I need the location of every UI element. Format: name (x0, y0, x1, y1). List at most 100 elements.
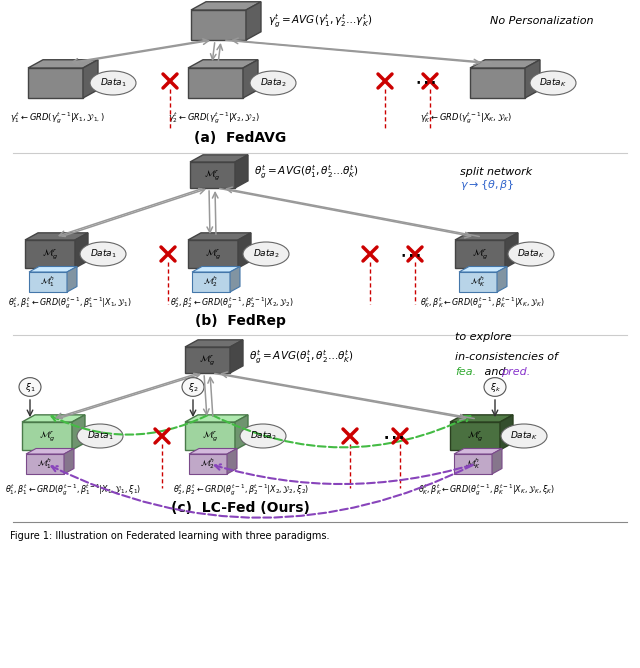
Polygon shape (470, 68, 525, 98)
Ellipse shape (182, 377, 204, 396)
Ellipse shape (90, 71, 136, 95)
Text: $\mathcal{M}_g^r$: $\mathcal{M}_g^r$ (204, 168, 221, 182)
Polygon shape (450, 422, 500, 450)
Text: $\mathcal{M}_K^h$: $\mathcal{M}_K^h$ (470, 275, 486, 289)
Text: fea.: fea. (455, 367, 476, 377)
Polygon shape (190, 162, 235, 188)
Ellipse shape (19, 377, 41, 396)
Polygon shape (75, 233, 88, 268)
Text: $\mathcal{M}_g^r$: $\mathcal{M}_g^r$ (472, 246, 488, 261)
Polygon shape (185, 347, 230, 373)
Polygon shape (189, 454, 227, 474)
Text: $\mathcal{M}_2^h$: $\mathcal{M}_2^h$ (200, 456, 216, 472)
Text: $\gamma_2^t \leftarrow GRD(\gamma_g^{t-1}|X_2, \mathcal{Y}_2)$: $\gamma_2^t \leftarrow GRD(\gamma_g^{t-1… (168, 110, 260, 126)
Text: (a)  FedAVG: (a) FedAVG (194, 131, 286, 145)
Polygon shape (28, 59, 98, 68)
Text: $Data_2$: $Data_2$ (260, 77, 287, 90)
Text: $\xi_1$: $\xi_1$ (25, 381, 35, 393)
Text: $\gamma_g^t = AVG(\gamma_1^t, \gamma_2^t\ldots\gamma_K^t)$: $\gamma_g^t = AVG(\gamma_1^t, \gamma_2^t… (268, 12, 372, 29)
Ellipse shape (501, 424, 547, 448)
Polygon shape (188, 68, 243, 98)
Ellipse shape (484, 377, 506, 396)
Text: $Data_K$: $Data_K$ (510, 430, 538, 442)
Polygon shape (29, 267, 77, 272)
Polygon shape (67, 267, 77, 292)
Text: $\gamma \rightarrow \{\theta, \beta\}$: $\gamma \rightarrow \{\theta, \beta\}$ (460, 178, 515, 192)
Polygon shape (455, 240, 505, 268)
Text: $\theta_K^t, \beta_K^t \leftarrow GRD(\theta_g^{t-1}, \beta_K^{t-1}|X_K, \mathca: $\theta_K^t, \beta_K^t \leftarrow GRD(\t… (420, 295, 545, 311)
Text: $\mathcal{M}_g^r$: $\mathcal{M}_g^r$ (39, 429, 55, 444)
Text: $\xi_2$: $\xi_2$ (188, 381, 198, 393)
Polygon shape (191, 2, 261, 10)
Text: $Data_1$: $Data_1$ (86, 430, 113, 442)
Polygon shape (191, 10, 246, 40)
Polygon shape (450, 415, 513, 422)
Ellipse shape (530, 71, 576, 95)
Polygon shape (188, 240, 238, 268)
Ellipse shape (243, 242, 289, 266)
Text: and: and (481, 367, 509, 377)
Text: $Data_1$: $Data_1$ (99, 77, 127, 90)
Polygon shape (497, 267, 507, 292)
Text: $\gamma_K^t \leftarrow GRD(\gamma_g^{t-1}|X_K, \mathcal{Y}_K)$: $\gamma_K^t \leftarrow GRD(\gamma_g^{t-1… (420, 110, 512, 126)
Text: $\mathcal{M}_g^r$: $\mathcal{M}_g^r$ (42, 246, 58, 261)
Text: $\theta_1^t, \beta_1^t \leftarrow GRD(\theta_g^{t-1}, \beta_1^{t-1}|X_1, \mathca: $\theta_1^t, \beta_1^t \leftarrow GRD(\t… (8, 295, 132, 311)
Text: $\theta_K^t, \beta_K^t \leftarrow GRD(\theta_g^{t-1}, \beta_K^{t-1}|X_K, \mathca: $\theta_K^t, \beta_K^t \leftarrow GRD(\t… (418, 482, 555, 498)
Polygon shape (22, 415, 85, 422)
Text: pred.: pred. (501, 367, 531, 377)
Polygon shape (227, 448, 237, 474)
Polygon shape (25, 240, 75, 268)
Ellipse shape (250, 71, 296, 95)
Polygon shape (188, 233, 251, 240)
Polygon shape (22, 422, 72, 450)
Polygon shape (454, 454, 492, 474)
Text: $\theta_2^t, \beta_2^t \leftarrow GRD(\theta_g^{t-1}, \beta_2^{t-1}|X_2, \mathca: $\theta_2^t, \beta_2^t \leftarrow GRD(\t… (173, 482, 309, 498)
Polygon shape (64, 448, 74, 474)
Text: $\mathcal{M}_g^r$: $\mathcal{M}_g^r$ (199, 353, 216, 367)
Text: $\cdots$: $\cdots$ (399, 244, 421, 264)
Text: $\mathcal{M}_1^h$: $\mathcal{M}_1^h$ (37, 456, 52, 472)
Text: split network: split network (460, 167, 532, 177)
Text: $\mathcal{M}_g^r$: $\mathcal{M}_g^r$ (205, 246, 221, 261)
Polygon shape (455, 233, 518, 240)
Text: $\cdots$: $\cdots$ (414, 71, 436, 91)
Text: $Data_K$: $Data_K$ (539, 77, 567, 90)
Polygon shape (192, 267, 240, 272)
Polygon shape (246, 2, 261, 40)
Text: $\theta_1^t, \beta_1^t \leftarrow GRD(\theta_g^{t-1}, \beta_1^{t-1}|X_1, \mathca: $\theta_1^t, \beta_1^t \leftarrow GRD(\t… (5, 482, 141, 498)
Polygon shape (459, 272, 497, 292)
Text: $\xi_k$: $\xi_k$ (490, 381, 500, 393)
Text: $Data_2$: $Data_2$ (250, 430, 276, 442)
Polygon shape (189, 448, 237, 454)
Polygon shape (500, 415, 513, 450)
Polygon shape (29, 272, 67, 292)
Polygon shape (190, 155, 248, 162)
Polygon shape (235, 415, 248, 450)
Ellipse shape (240, 424, 286, 448)
Polygon shape (230, 340, 243, 373)
Text: $\theta_g^t = AVG(\theta_1^t, \theta_2^t\ldots\theta_K^t)$: $\theta_g^t = AVG(\theta_1^t, \theta_2^t… (254, 163, 359, 181)
Text: Figure 1: Illustration on Federated learning with three paradigms.: Figure 1: Illustration on Federated lear… (10, 531, 330, 541)
Polygon shape (505, 233, 518, 268)
Text: (c)  LC-Fed (Ours): (c) LC-Fed (Ours) (171, 501, 309, 515)
Polygon shape (192, 272, 230, 292)
Text: $\mathcal{M}_2^h$: $\mathcal{M}_2^h$ (204, 275, 219, 289)
Text: $\mathcal{M}_g^r$: $\mathcal{M}_g^r$ (202, 429, 218, 444)
Polygon shape (26, 448, 74, 454)
Text: No Personalization: No Personalization (490, 16, 593, 26)
Polygon shape (454, 448, 502, 454)
Text: $\theta_g^t = AVG(\theta_1^t, \theta_2^t\ldots\theta_K^t)$: $\theta_g^t = AVG(\theta_1^t, \theta_2^t… (249, 348, 354, 365)
Polygon shape (83, 59, 98, 98)
Text: (b)  FedRep: (b) FedRep (195, 314, 285, 328)
Polygon shape (238, 233, 251, 268)
Text: $\mathcal{M}_g^r$: $\mathcal{M}_g^r$ (467, 429, 483, 444)
Polygon shape (525, 59, 540, 98)
Polygon shape (185, 422, 235, 450)
Polygon shape (230, 267, 240, 292)
Polygon shape (235, 155, 248, 188)
Polygon shape (188, 59, 258, 68)
Ellipse shape (80, 242, 126, 266)
Text: $Data_1$: $Data_1$ (90, 248, 116, 261)
Text: $\mathcal{M}_K^h$: $\mathcal{M}_K^h$ (465, 456, 481, 472)
Polygon shape (470, 59, 540, 68)
